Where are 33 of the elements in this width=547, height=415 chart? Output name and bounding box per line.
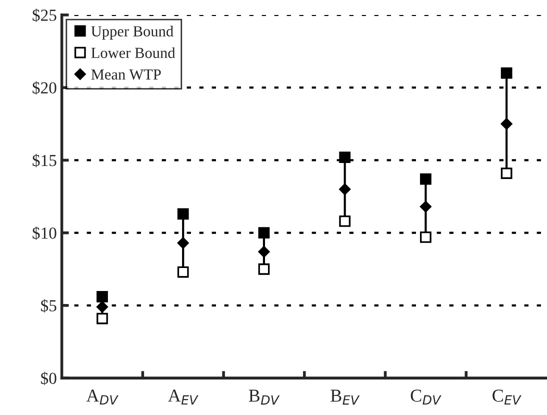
point xyxy=(96,291,108,302)
point xyxy=(339,216,351,227)
point xyxy=(177,208,189,220)
x-tick-label: C$_{DV}$ xyxy=(410,390,442,405)
point xyxy=(96,312,108,324)
y-tick-label: $15 xyxy=(32,154,56,168)
point xyxy=(500,168,512,179)
point xyxy=(420,231,432,243)
y-tick-label: $20 xyxy=(32,81,56,95)
point xyxy=(500,67,512,79)
legend-label: Mean WTP xyxy=(91,70,161,80)
x-tick-label: C$_{EV}$ xyxy=(492,390,522,405)
x-tick-label: A$_{EV}$ xyxy=(168,390,198,404)
point xyxy=(339,183,351,195)
y-tick-label: $0 xyxy=(41,372,56,386)
point xyxy=(258,263,270,275)
x-tick-label: A$_{DV}$ xyxy=(86,390,118,404)
y-tick-label: $5 xyxy=(41,299,56,312)
point xyxy=(339,152,351,163)
point xyxy=(258,246,270,258)
x-tick-label: B$_{DV}$ xyxy=(248,390,280,405)
point xyxy=(258,227,270,239)
x-tick-label: B$_{EV}$ xyxy=(330,390,360,405)
point xyxy=(420,200,432,212)
y-tick-label: $10 xyxy=(32,226,56,240)
point xyxy=(177,266,189,278)
point xyxy=(96,301,108,313)
point xyxy=(500,118,512,130)
y-tick-label: $25 xyxy=(32,8,56,22)
legend-label: Upper Bound xyxy=(91,26,174,40)
point xyxy=(420,173,432,185)
legend-label: Lower Bound xyxy=(91,47,176,58)
point xyxy=(177,237,189,249)
